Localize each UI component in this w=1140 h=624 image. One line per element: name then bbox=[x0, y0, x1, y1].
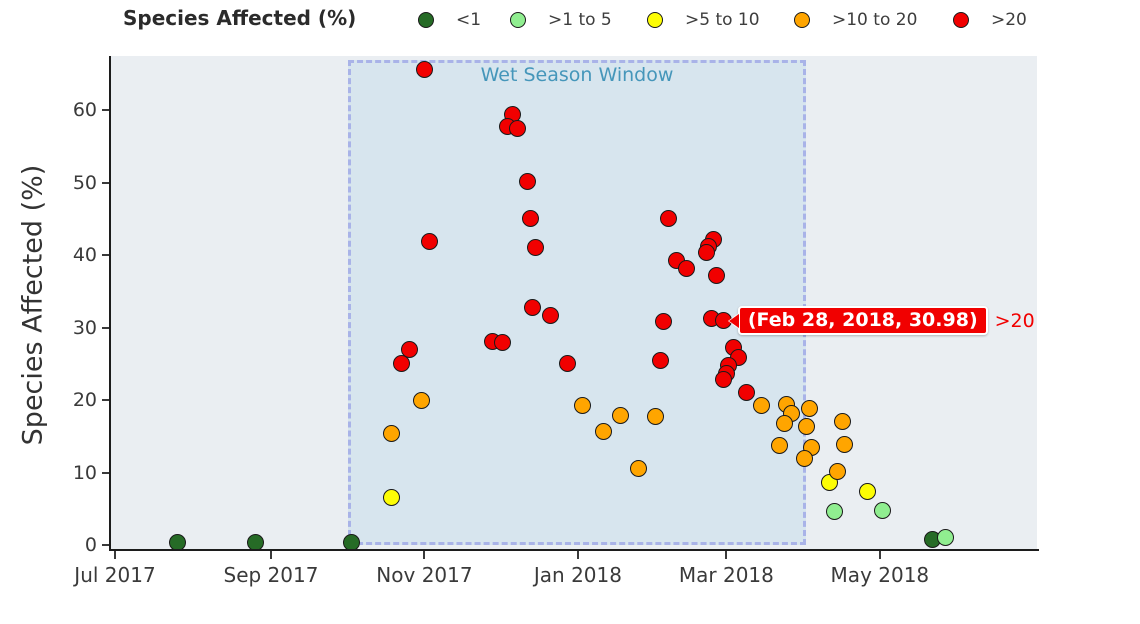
data-point[interactable] bbox=[753, 396, 771, 414]
plot-area: Wet Season Window (Feb 28, 2018, 30.98) … bbox=[110, 56, 1037, 549]
wet-season-window-label: Wet Season Window bbox=[480, 64, 674, 86]
y-tick-mark bbox=[102, 181, 109, 184]
y-tick-label: 40 bbox=[72, 244, 97, 266]
data-point[interactable] bbox=[873, 502, 891, 520]
y-axis-title: Species Affected (%) bbox=[17, 164, 49, 446]
legend-item-label: >20 bbox=[991, 10, 1027, 30]
data-point[interactable] bbox=[509, 119, 527, 137]
data-point[interactable] bbox=[574, 397, 592, 415]
data-point[interactable] bbox=[421, 233, 438, 251]
data-point[interactable] bbox=[828, 463, 846, 481]
x-tick-mark bbox=[114, 551, 116, 559]
tooltip-text: (Feb 28, 2018, 30.98) bbox=[737, 306, 988, 336]
x-tick-label: Mar 2018 bbox=[678, 563, 774, 587]
data-point[interactable] bbox=[715, 371, 733, 389]
data-point[interactable] bbox=[677, 259, 695, 277]
wet-season-window-region bbox=[348, 60, 806, 545]
data-point[interactable] bbox=[415, 60, 433, 78]
y-tick-label: 30 bbox=[72, 316, 97, 339]
tooltip-series-label: >20 bbox=[994, 309, 1035, 332]
legend-item-1to5[interactable]: >1 to 5 bbox=[510, 10, 612, 30]
legend-item-label: >5 to 10 bbox=[685, 10, 760, 30]
y-tick-label: 20 bbox=[72, 389, 97, 411]
data-point[interactable] bbox=[612, 406, 630, 424]
y-tick-label: 10 bbox=[72, 461, 97, 484]
y-tick-mark bbox=[102, 399, 109, 401]
legend-dot-icon bbox=[794, 12, 810, 28]
data-point[interactable] bbox=[652, 351, 670, 369]
x-tick-label: Jan 2018 bbox=[533, 563, 622, 587]
data-point[interactable] bbox=[660, 209, 678, 227]
data-point[interactable] bbox=[836, 436, 854, 454]
data-point[interactable] bbox=[647, 408, 665, 426]
data-point[interactable] bbox=[629, 460, 647, 478]
legend-dot-icon bbox=[953, 12, 969, 28]
x-tick-label: Sep 2017 bbox=[223, 563, 319, 587]
y-tick-mark bbox=[102, 544, 109, 546]
x-tick-mark bbox=[576, 551, 579, 559]
legend-item-label: <1 bbox=[456, 10, 482, 30]
data-point[interactable] bbox=[493, 334, 511, 352]
x-tick-mark bbox=[423, 551, 426, 559]
data-point[interactable] bbox=[707, 266, 725, 284]
x-tick-mark bbox=[269, 551, 272, 559]
data-point[interactable] bbox=[524, 299, 542, 317]
legend-item-10to20[interactable]: >10 to 20 bbox=[794, 10, 917, 30]
data-point[interactable] bbox=[770, 437, 788, 455]
data-point[interactable] bbox=[559, 354, 577, 372]
data-point[interactable] bbox=[858, 482, 876, 500]
y-tick-label: 60 bbox=[72, 99, 97, 121]
data-point[interactable] bbox=[800, 400, 818, 418]
data-point[interactable] bbox=[833, 413, 851, 431]
y-tick-label: 0 bbox=[84, 534, 97, 556]
x-axis-line bbox=[109, 549, 1039, 551]
data-point[interactable] bbox=[526, 238, 544, 256]
data-point[interactable] bbox=[594, 423, 612, 441]
y-tick-mark bbox=[102, 109, 109, 111]
data-point[interactable] bbox=[169, 534, 187, 549]
legend-item-5to10[interactable]: >5 to 10 bbox=[647, 10, 760, 30]
y-tick-mark bbox=[102, 326, 109, 329]
y-tick-label: 50 bbox=[72, 171, 97, 194]
data-point[interactable] bbox=[519, 173, 537, 191]
data-point[interactable] bbox=[383, 489, 401, 507]
data-point[interactable] bbox=[798, 418, 816, 436]
data-point[interactable] bbox=[343, 534, 360, 549]
legend-title: Species Affected (%) bbox=[123, 6, 357, 30]
data-point[interactable] bbox=[400, 341, 418, 359]
legend-dot-icon bbox=[418, 12, 434, 28]
x-tick-label: May 2018 bbox=[830, 563, 930, 587]
legend-dot-icon bbox=[510, 12, 526, 28]
y-axis-line bbox=[109, 56, 111, 551]
data-point[interactable] bbox=[541, 307, 559, 325]
data-point[interactable] bbox=[826, 503, 844, 521]
legend-item-lt1[interactable]: <1 bbox=[418, 10, 481, 30]
data-point[interactable] bbox=[413, 392, 431, 410]
data-point[interactable] bbox=[775, 415, 793, 433]
x-tick-mark bbox=[725, 551, 728, 559]
data-point[interactable] bbox=[521, 209, 539, 227]
data-point[interactable] bbox=[738, 384, 756, 402]
data-point[interactable] bbox=[936, 528, 954, 546]
x-tick-label: Nov 2017 bbox=[376, 563, 473, 587]
tooltip: (Feb 28, 2018, 30.98) >20 bbox=[727, 306, 1035, 336]
x-tick-mark bbox=[878, 551, 881, 559]
legend-item-label: >1 to 5 bbox=[548, 10, 612, 30]
tooltip-arrow-icon bbox=[728, 313, 739, 328]
data-point[interactable] bbox=[393, 354, 411, 372]
data-point[interactable] bbox=[697, 243, 715, 261]
data-point[interactable] bbox=[383, 424, 401, 442]
legend-item-label: >10 to 20 bbox=[832, 10, 918, 30]
x-tick-label: Jul 2017 bbox=[74, 563, 156, 587]
legend-item-gt20[interactable]: >20 bbox=[953, 10, 1027, 30]
data-point[interactable] bbox=[654, 313, 672, 331]
y-tick-mark bbox=[102, 471, 109, 474]
data-point[interactable] bbox=[247, 534, 265, 549]
data-point[interactable] bbox=[795, 450, 813, 468]
legend-dot-icon bbox=[647, 12, 663, 28]
y-tick-mark bbox=[102, 254, 109, 256]
